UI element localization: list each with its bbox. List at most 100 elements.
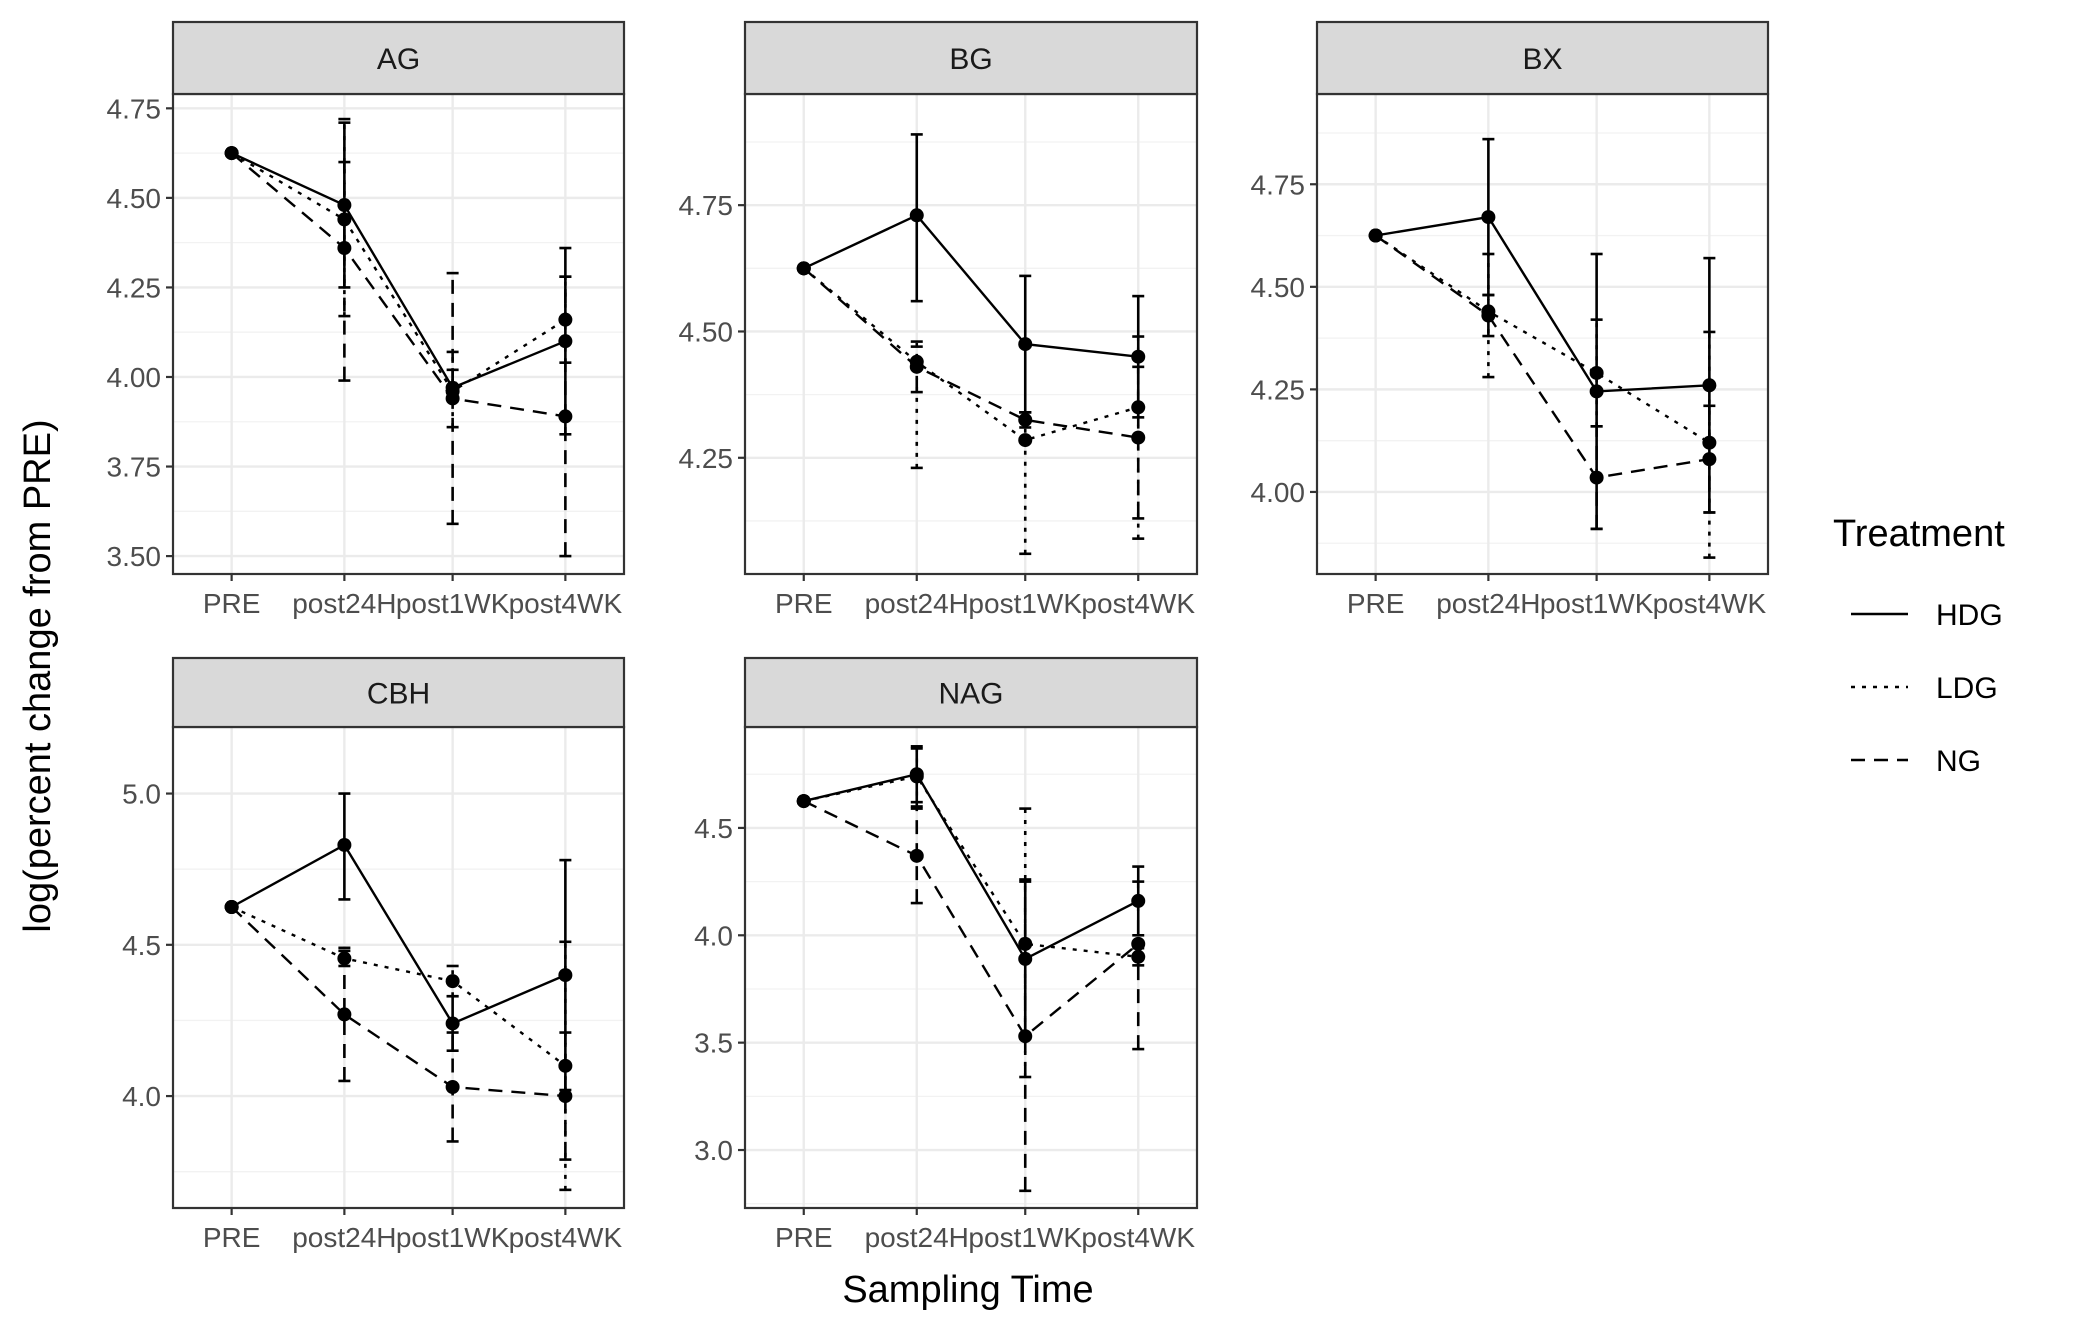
panel-background	[745, 94, 1197, 574]
y-tick-label: 4.25	[679, 443, 734, 474]
data-point-ng	[445, 1079, 460, 1094]
data-point-ng	[558, 409, 573, 424]
x-tick-label: post4WK	[509, 1222, 623, 1253]
series-line-ldg	[1374, 234, 1711, 444]
y-tick-label: 3.50	[107, 541, 162, 572]
legend-entry-hdg: HDG	[1851, 599, 2003, 632]
y-tick-label: 4.25	[107, 272, 162, 303]
y-tick-label: 4.5	[694, 813, 733, 844]
y-tick-label: 5.0	[122, 779, 161, 810]
legend-entry-ng: NG	[1851, 745, 1981, 778]
strip-label: AG	[377, 43, 420, 76]
y-tick-label: 4.75	[107, 93, 162, 124]
data-point-ng	[1131, 936, 1146, 951]
series-line-hdg	[231, 843, 566, 1026]
legend-label: NG	[1936, 745, 1981, 778]
legend-label: HDG	[1936, 599, 2003, 632]
y-tick-label: 4.50	[679, 316, 734, 347]
data-point-hdg	[1131, 893, 1146, 908]
x-tick-label: PRE	[203, 1222, 261, 1253]
strip-background	[1315, 20, 1770, 96]
data-point-ldg	[1131, 949, 1146, 964]
series-line-ldg	[231, 905, 567, 1067]
strip-background	[743, 656, 1199, 729]
strip-background	[171, 656, 626, 729]
panel-bg: BG 4.25 4.50 4.75 PRE post24H post1WK post4WK	[679, 20, 1199, 619]
data-point-ldg	[1702, 435, 1717, 450]
x-tick-label: PRE	[1347, 588, 1405, 619]
data-point-ng	[1368, 228, 1383, 243]
data-point-ldg	[1018, 433, 1033, 448]
y-tick-label: 4.0	[122, 1081, 161, 1112]
x-tick-label: post1WK	[1540, 588, 1654, 619]
data-point-ng	[909, 848, 924, 863]
y-tick-label: 3.5	[694, 1028, 733, 1059]
data-point-ng	[337, 241, 352, 256]
data-point-ng	[796, 794, 811, 809]
data-point-hdg	[337, 837, 352, 852]
data-point-ldg	[558, 1058, 573, 1073]
panel-cbh: CBH 4.0 4.5 5.0 PRE post24H post1WK post4WK	[122, 656, 626, 1253]
series-line-ng	[803, 800, 1139, 1039]
x-tick-label: post4WK	[509, 588, 623, 619]
y-axis-title: log(percent change from PRE)	[17, 419, 59, 932]
data-point-ldg	[1589, 365, 1604, 380]
x-tick-label: PRE	[775, 1222, 833, 1253]
data-point-ng	[1018, 1029, 1033, 1044]
series-line-ldg	[230, 152, 567, 393]
y-tick-label: 4.5	[122, 930, 161, 961]
series-line-ng	[230, 906, 566, 1098]
data-point-ng	[796, 261, 811, 276]
data-point-ng	[909, 359, 924, 374]
legend-entry-ldg: LDG	[1851, 672, 1998, 705]
series-line-ng	[1374, 234, 1710, 479]
y-tick-label: 4.75	[679, 190, 734, 221]
data-point-ng	[224, 899, 239, 914]
data-point-ldg	[337, 212, 352, 227]
data-point-hdg	[1018, 337, 1033, 352]
data-point-hdg	[558, 334, 573, 349]
x-axis-title: Sampling Time	[842, 1269, 1093, 1311]
data-point-ng	[1702, 452, 1717, 467]
panel-nag: NAG 3.0 3.5 4.0 4.5 PRE post24H post1WK post4WK	[694, 656, 1199, 1253]
data-point-ldg	[1018, 936, 1033, 951]
strip-background	[743, 20, 1199, 96]
strip-label: NAG	[938, 678, 1003, 711]
data-point-hdg	[1018, 951, 1033, 966]
x-tick-label: post4WK	[1081, 1222, 1195, 1253]
x-tick-label: post1WK	[396, 1222, 510, 1253]
data-point-ldg	[337, 951, 352, 966]
legend: Treatment HDG LDG NG	[1833, 513, 2005, 778]
x-tick-label: post1WK	[968, 1222, 1082, 1253]
data-point-ng	[337, 1007, 352, 1022]
y-tick-label: 4.0	[694, 920, 733, 951]
data-point-ng	[1018, 412, 1033, 427]
data-point-hdg	[558, 968, 573, 983]
data-point-ng	[224, 146, 239, 161]
y-tick-label: 4.75	[1251, 169, 1306, 200]
legend-label: LDG	[1936, 672, 1998, 705]
data-point-hdg	[1481, 210, 1496, 225]
x-tick-label: post24H	[1436, 588, 1540, 619]
y-tick-label: 4.00	[1251, 477, 1306, 508]
panel-background	[173, 727, 624, 1208]
data-point-hdg	[1131, 349, 1146, 364]
y-tick-label: 4.00	[107, 362, 162, 393]
y-tick-label: 4.50	[107, 183, 162, 214]
series-line-ldg	[803, 775, 1139, 958]
panel-background	[173, 94, 624, 574]
x-tick-label: post1WK	[396, 588, 510, 619]
data-point-ng	[558, 1089, 573, 1104]
strip-background	[171, 20, 626, 96]
series-line-hdg	[231, 152, 566, 390]
x-tick-label: post4WK	[1653, 588, 1767, 619]
series-line-hdg	[803, 213, 1139, 358]
data-point-ng	[445, 391, 460, 406]
data-point-ldg	[445, 974, 460, 989]
y-tick-label: 4.50	[1251, 272, 1306, 303]
data-point-ng	[1589, 470, 1604, 485]
data-point-ng	[1131, 430, 1146, 445]
